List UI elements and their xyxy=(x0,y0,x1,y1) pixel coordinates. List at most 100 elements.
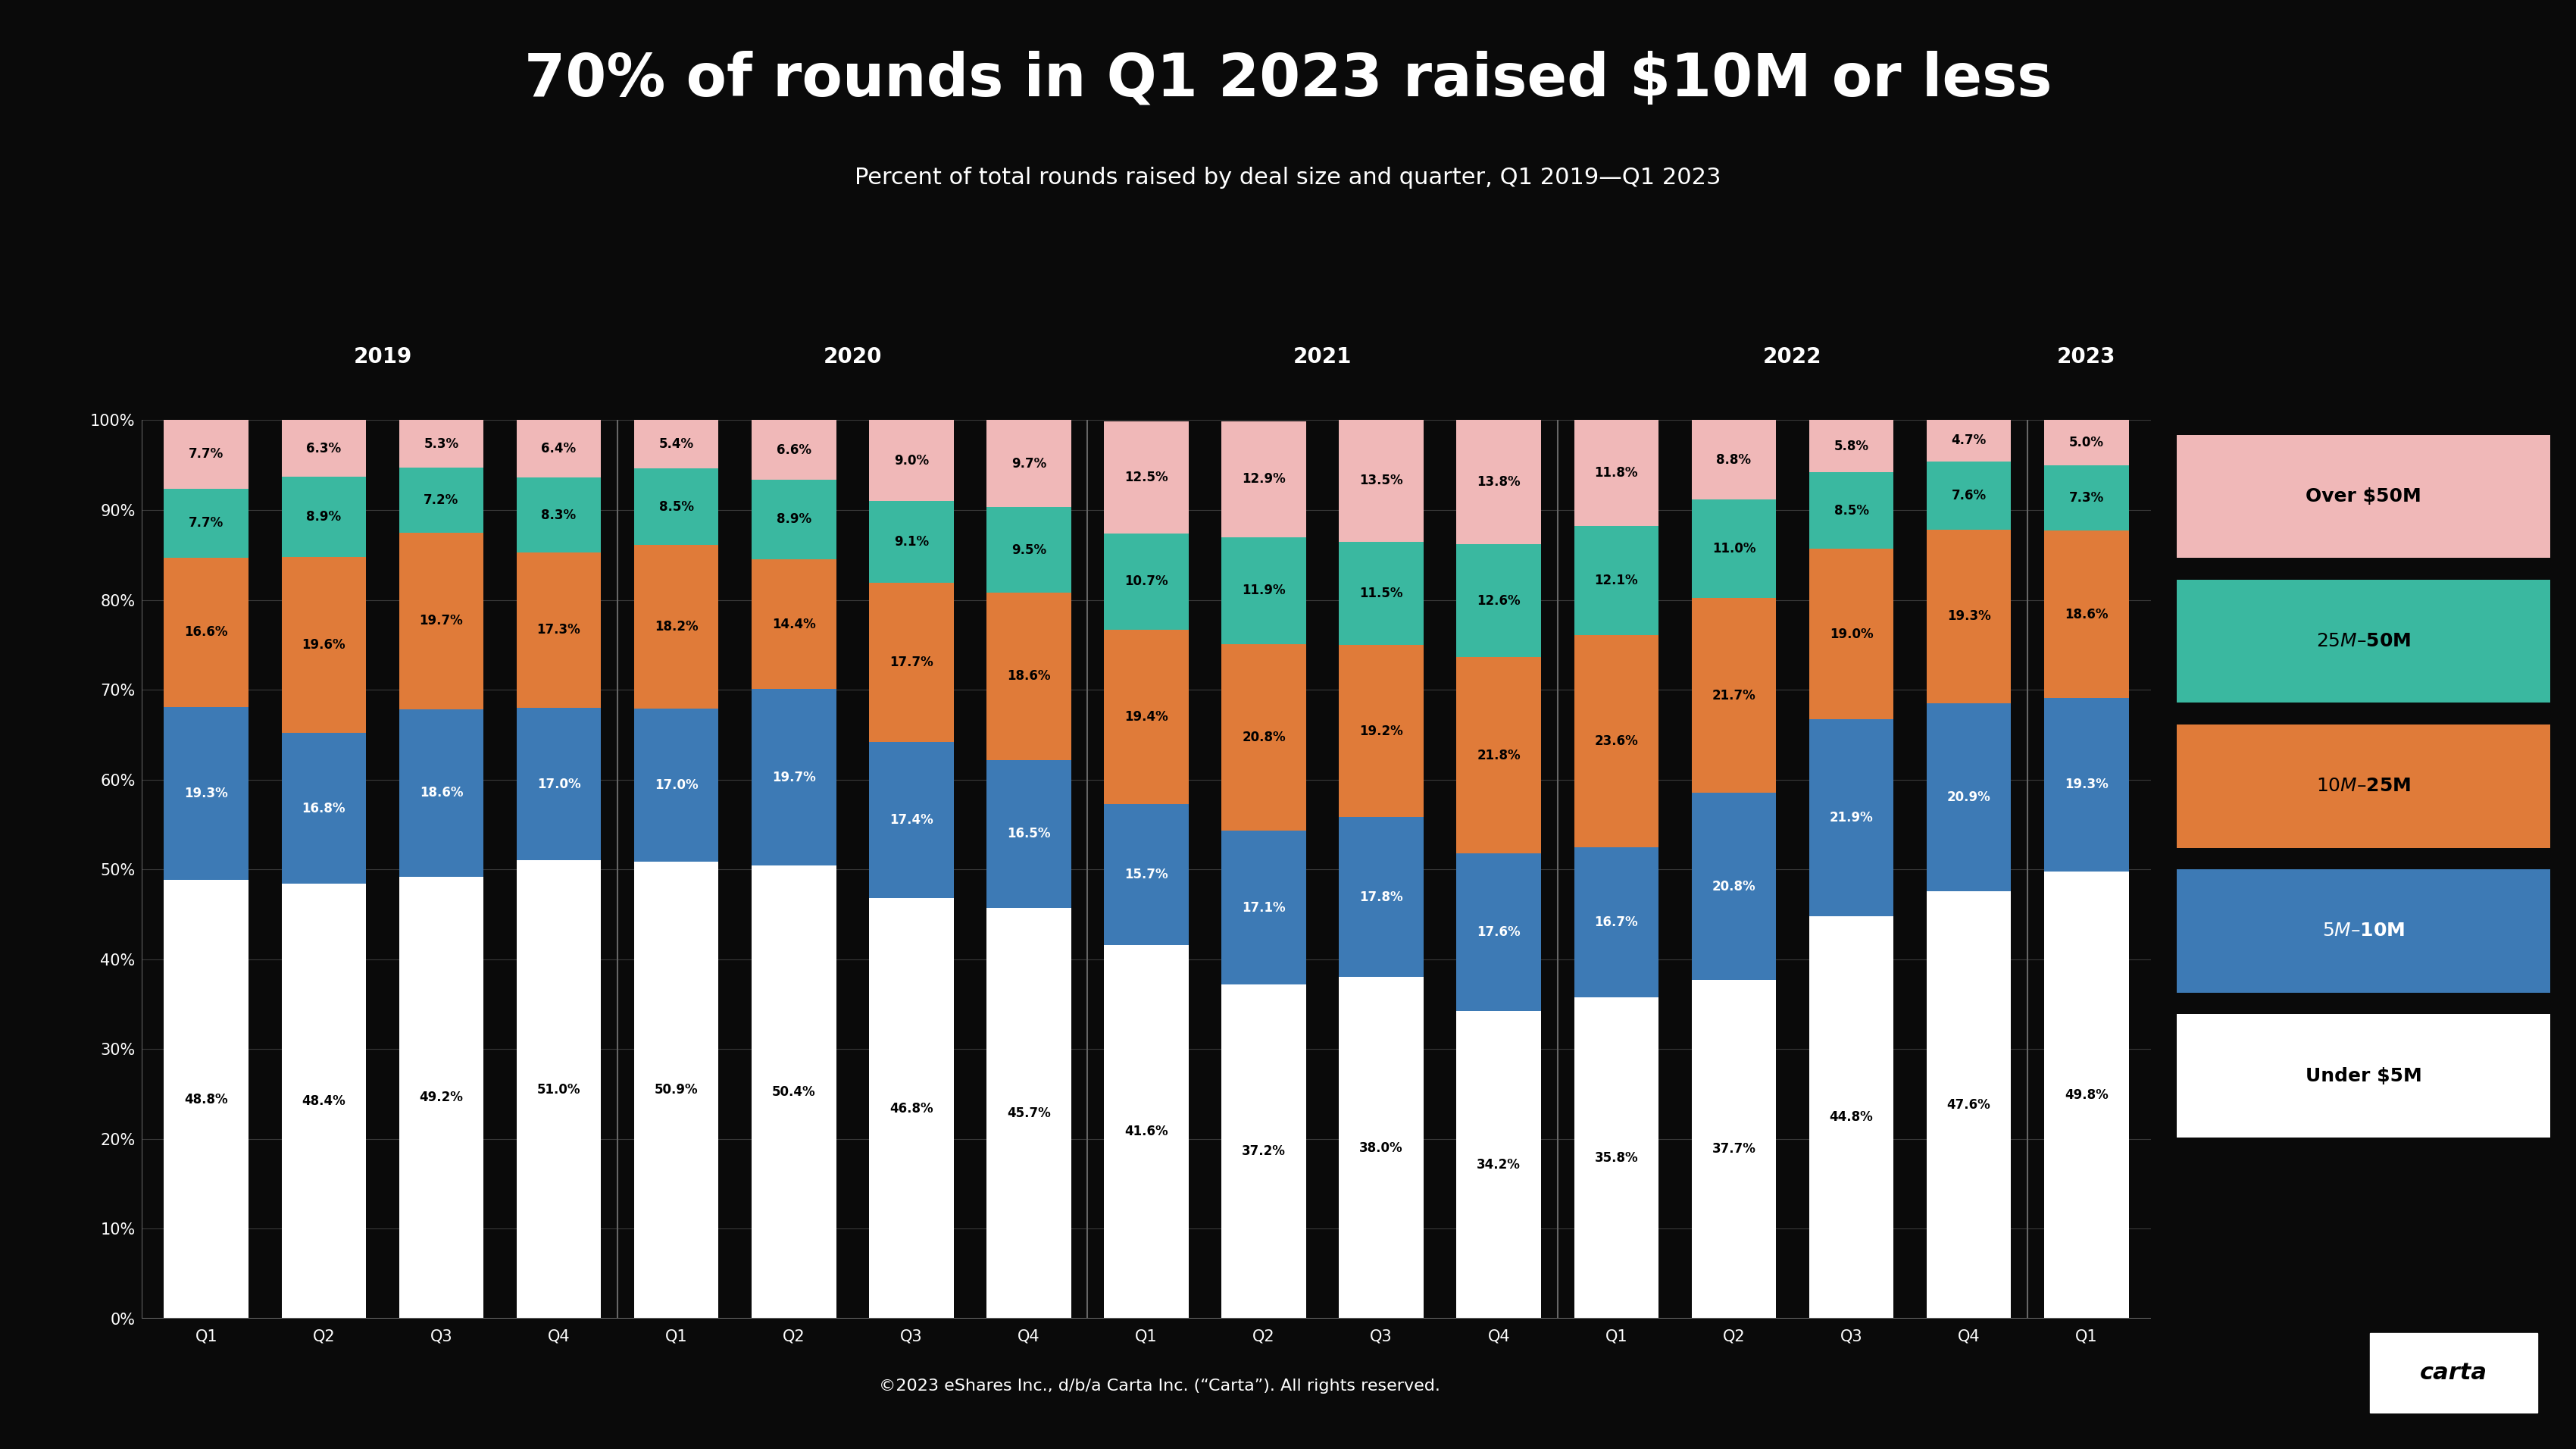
Text: 18.6%: 18.6% xyxy=(1007,669,1051,682)
Text: ©2023 eShares Inc., d/b/a Carta Inc. (“Carta”). All rights reserved.: ©2023 eShares Inc., d/b/a Carta Inc. (“C… xyxy=(878,1379,1440,1394)
Text: $25M–$50M: $25M–$50M xyxy=(2316,632,2411,651)
Bar xyxy=(1808,549,1893,719)
Text: 35.8%: 35.8% xyxy=(1595,1151,1638,1165)
Bar xyxy=(1574,526,1659,635)
Text: 19.3%: 19.3% xyxy=(2063,778,2107,791)
Bar xyxy=(1105,422,1188,533)
Bar xyxy=(1927,530,2012,703)
Text: 19.6%: 19.6% xyxy=(301,638,345,652)
Bar xyxy=(1927,419,2012,462)
Text: 16.5%: 16.5% xyxy=(1007,827,1051,840)
Text: 18.6%: 18.6% xyxy=(2063,607,2107,622)
Bar xyxy=(1927,703,2012,891)
Text: 17.6%: 17.6% xyxy=(1476,926,1520,939)
Text: 11.5%: 11.5% xyxy=(1360,587,1404,600)
Bar xyxy=(868,501,953,582)
Bar xyxy=(2043,420,2128,465)
Text: 5.4%: 5.4% xyxy=(659,438,693,451)
Text: 12.6%: 12.6% xyxy=(1476,594,1520,607)
Text: 17.0%: 17.0% xyxy=(654,778,698,791)
Text: 21.9%: 21.9% xyxy=(1829,811,1873,824)
Text: 17.4%: 17.4% xyxy=(889,813,933,827)
Bar xyxy=(752,420,837,480)
Bar xyxy=(1927,462,2012,530)
Text: 19.3%: 19.3% xyxy=(185,787,229,800)
Text: 12.1%: 12.1% xyxy=(1595,574,1638,587)
Text: 7.6%: 7.6% xyxy=(1953,488,1986,503)
Bar xyxy=(1105,629,1188,804)
Bar xyxy=(1221,422,1306,538)
Text: 6.6%: 6.6% xyxy=(775,443,811,456)
Bar xyxy=(165,558,250,707)
Text: Under $5M: Under $5M xyxy=(2306,1066,2421,1085)
Bar xyxy=(399,877,484,1319)
Text: 21.8%: 21.8% xyxy=(1476,749,1520,762)
Bar xyxy=(1574,420,1659,526)
Bar xyxy=(518,478,600,552)
Text: 8.9%: 8.9% xyxy=(775,513,811,526)
Bar xyxy=(752,559,837,688)
Bar xyxy=(1340,542,1425,645)
Text: 17.1%: 17.1% xyxy=(1242,901,1285,914)
Text: 17.8%: 17.8% xyxy=(1360,891,1404,904)
Bar xyxy=(634,861,719,1319)
Text: 2019: 2019 xyxy=(353,346,412,368)
Bar xyxy=(1574,846,1659,997)
Text: carta: carta xyxy=(2419,1362,2488,1384)
Text: 8.3%: 8.3% xyxy=(541,509,577,522)
Text: Percent of total rounds raised by deal size and quarter, Q1 2019—Q1 2023: Percent of total rounds raised by deal s… xyxy=(855,167,1721,188)
Bar xyxy=(1105,945,1188,1319)
Bar xyxy=(1221,984,1306,1319)
Text: 7.7%: 7.7% xyxy=(188,448,224,461)
Text: 11.0%: 11.0% xyxy=(1713,542,1757,555)
Text: 8.5%: 8.5% xyxy=(659,500,693,514)
Text: 16.8%: 16.8% xyxy=(301,801,345,816)
Text: 5.0%: 5.0% xyxy=(2069,436,2105,449)
Text: 50.9%: 50.9% xyxy=(654,1084,698,1097)
Text: 46.8%: 46.8% xyxy=(889,1101,933,1116)
Text: $10M–$25M: $10M–$25M xyxy=(2316,777,2411,796)
Bar xyxy=(2043,465,2128,530)
Text: 9.1%: 9.1% xyxy=(894,535,930,549)
Bar xyxy=(518,420,600,478)
Bar xyxy=(165,488,250,558)
Bar xyxy=(1692,598,1775,793)
Text: 37.2%: 37.2% xyxy=(1242,1145,1285,1158)
Bar xyxy=(1455,1011,1540,1319)
Bar xyxy=(518,552,600,707)
Text: 38.0%: 38.0% xyxy=(1360,1140,1404,1155)
Bar xyxy=(2043,871,2128,1319)
Text: 20.9%: 20.9% xyxy=(1947,790,1991,804)
Bar xyxy=(518,861,600,1319)
Bar xyxy=(1221,538,1306,643)
Text: 19.4%: 19.4% xyxy=(1126,710,1167,723)
Text: 19.0%: 19.0% xyxy=(1829,627,1873,640)
Text: 20.8%: 20.8% xyxy=(1713,880,1757,893)
Text: 18.2%: 18.2% xyxy=(654,620,698,633)
Bar xyxy=(868,742,953,898)
Text: Over $50M: Over $50M xyxy=(2306,487,2421,506)
Bar xyxy=(987,507,1072,593)
Text: 9.7%: 9.7% xyxy=(1012,456,1046,471)
Bar xyxy=(399,468,484,532)
Bar xyxy=(1692,500,1775,598)
Bar xyxy=(1808,916,1893,1319)
Bar xyxy=(1221,830,1306,984)
Text: 13.8%: 13.8% xyxy=(1476,475,1520,488)
Bar xyxy=(1574,997,1659,1319)
Text: 9.5%: 9.5% xyxy=(1012,543,1046,556)
Bar xyxy=(1927,891,2012,1319)
Text: 2020: 2020 xyxy=(824,346,881,368)
Text: $5M–$10M: $5M–$10M xyxy=(2321,922,2406,940)
Bar xyxy=(634,468,719,545)
Bar xyxy=(399,710,484,877)
Text: 49.8%: 49.8% xyxy=(2063,1088,2107,1101)
Text: 8.5%: 8.5% xyxy=(1834,504,1868,517)
Bar xyxy=(1340,817,1425,977)
Bar xyxy=(281,733,366,884)
Bar xyxy=(281,420,366,477)
Text: 5.8%: 5.8% xyxy=(1834,439,1868,454)
Bar xyxy=(281,477,366,556)
Text: 48.4%: 48.4% xyxy=(301,1094,345,1108)
Bar xyxy=(1455,658,1540,853)
